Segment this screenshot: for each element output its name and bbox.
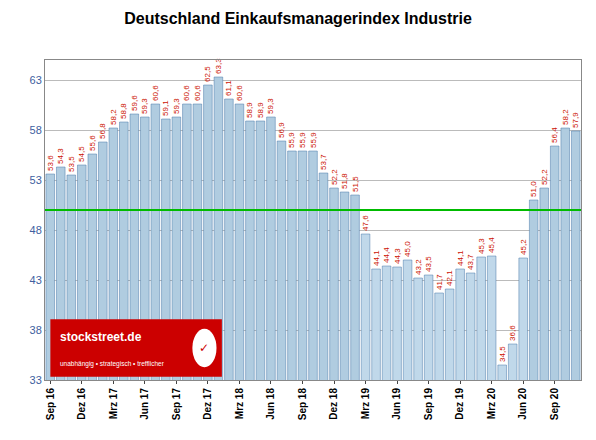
svg-text:58,9: 58,9 bbox=[256, 102, 265, 118]
svg-text:55,9: 55,9 bbox=[309, 132, 318, 148]
svg-text:59,1: 59,1 bbox=[161, 100, 170, 116]
svg-text:58,2: 58,2 bbox=[109, 109, 118, 125]
svg-text:Sep 16: Sep 16 bbox=[45, 388, 56, 421]
svg-text:43,5: 43,5 bbox=[424, 256, 433, 272]
svg-text:44,4: 44,4 bbox=[382, 247, 391, 263]
svg-text:59,3: 59,3 bbox=[140, 98, 149, 114]
svg-text:Deutschland Einkaufsmanagerind: Deutschland Einkaufsmanagerindex Industr… bbox=[124, 10, 472, 27]
svg-text:Jun 17: Jun 17 bbox=[139, 388, 150, 420]
svg-text:41,7: 41,7 bbox=[435, 274, 444, 290]
svg-text:Jun 19: Jun 19 bbox=[391, 388, 402, 420]
svg-text:45,2: 45,2 bbox=[519, 239, 528, 255]
svg-text:33: 33 bbox=[30, 374, 42, 386]
svg-text:52,2: 52,2 bbox=[330, 169, 339, 185]
svg-text:59,6: 59,6 bbox=[130, 95, 139, 111]
svg-text:59,3: 59,3 bbox=[266, 98, 275, 114]
svg-text:Dez 18: Dez 18 bbox=[328, 388, 339, 420]
svg-text:unabhängig • strategisch • tre: unabhängig • strategisch • trefflicher bbox=[60, 360, 165, 368]
svg-text:56,8: 56,8 bbox=[98, 123, 107, 139]
svg-text:43,2: 43,2 bbox=[414, 259, 423, 275]
svg-text:stockstreet.de: stockstreet.de bbox=[60, 330, 142, 344]
svg-text:63,3: 63,3 bbox=[214, 58, 223, 74]
svg-text:56,4: 56,4 bbox=[550, 127, 559, 143]
svg-text:47,6: 47,6 bbox=[361, 215, 370, 231]
svg-text:Dez 17: Dez 17 bbox=[202, 388, 213, 420]
svg-text:51,0: 51,0 bbox=[529, 181, 538, 197]
svg-text:58,8: 58,8 bbox=[119, 103, 128, 119]
svg-text:45,3: 45,3 bbox=[477, 238, 486, 254]
svg-text:34,5: 34,5 bbox=[498, 346, 507, 362]
svg-text:52,2: 52,2 bbox=[540, 169, 549, 185]
svg-text:63: 63 bbox=[30, 74, 42, 86]
svg-text:Jun 20: Jun 20 bbox=[517, 388, 528, 420]
svg-text:Sep 19: Sep 19 bbox=[423, 388, 434, 421]
svg-text:Dez 19: Dez 19 bbox=[454, 388, 465, 420]
svg-text:44,3: 44,3 bbox=[393, 248, 402, 264]
svg-text:44,1: 44,1 bbox=[372, 250, 381, 266]
svg-text:43,7: 43,7 bbox=[466, 254, 475, 270]
svg-text:55,6: 55,6 bbox=[88, 135, 97, 151]
svg-text:58,2: 58,2 bbox=[561, 109, 570, 125]
svg-text:53: 53 bbox=[30, 174, 42, 186]
svg-text:53,7: 53,7 bbox=[319, 154, 328, 170]
svg-text:Mrz 19: Mrz 19 bbox=[360, 388, 371, 420]
svg-text:56,9: 56,9 bbox=[277, 122, 286, 138]
svg-text:57,9: 57,9 bbox=[571, 112, 580, 128]
svg-text:43: 43 bbox=[30, 274, 42, 286]
svg-text:60,6: 60,6 bbox=[193, 85, 202, 101]
svg-text:Sep 17: Sep 17 bbox=[171, 388, 182, 421]
svg-text:54,5: 54,5 bbox=[77, 146, 86, 162]
svg-text:55,9: 55,9 bbox=[298, 132, 307, 148]
svg-text:55,9: 55,9 bbox=[287, 132, 296, 148]
svg-text:45,0: 45,0 bbox=[403, 241, 412, 257]
svg-text:Dez 16: Dez 16 bbox=[76, 388, 87, 420]
svg-text:59,3: 59,3 bbox=[172, 98, 181, 114]
svg-text:Mrz 17: Mrz 17 bbox=[108, 388, 119, 420]
svg-text:53,5: 53,5 bbox=[67, 156, 76, 172]
svg-text:51,5: 51,5 bbox=[351, 176, 360, 192]
svg-text:38: 38 bbox=[30, 324, 42, 336]
svg-text:53,6: 53,6 bbox=[46, 155, 55, 171]
svg-text:Sep 20: Sep 20 bbox=[549, 388, 560, 421]
svg-text:42,1: 42,1 bbox=[445, 270, 454, 286]
svg-text:45,4: 45,4 bbox=[487, 237, 496, 253]
svg-text:Mrz 20: Mrz 20 bbox=[486, 388, 497, 420]
svg-text:Sep 18: Sep 18 bbox=[297, 388, 308, 421]
svg-text:Mrz 18: Mrz 18 bbox=[234, 388, 245, 420]
svg-text:44,1: 44,1 bbox=[456, 250, 465, 266]
svg-text:61,1: 61,1 bbox=[224, 80, 233, 96]
svg-text:62,5: 62,5 bbox=[203, 66, 212, 82]
svg-text:60,6: 60,6 bbox=[182, 85, 191, 101]
svg-text:54,3: 54,3 bbox=[56, 148, 65, 164]
svg-text:60,6: 60,6 bbox=[235, 85, 244, 101]
svg-text:48: 48 bbox=[30, 224, 42, 236]
svg-text:Jun 18: Jun 18 bbox=[265, 388, 276, 420]
svg-text:36,6: 36,6 bbox=[508, 325, 517, 341]
svg-text:✓: ✓ bbox=[199, 341, 209, 355]
svg-text:51,8: 51,8 bbox=[340, 173, 349, 189]
svg-text:58,9: 58,9 bbox=[245, 102, 254, 118]
svg-text:60,6: 60,6 bbox=[151, 85, 160, 101]
svg-text:58: 58 bbox=[30, 124, 42, 136]
